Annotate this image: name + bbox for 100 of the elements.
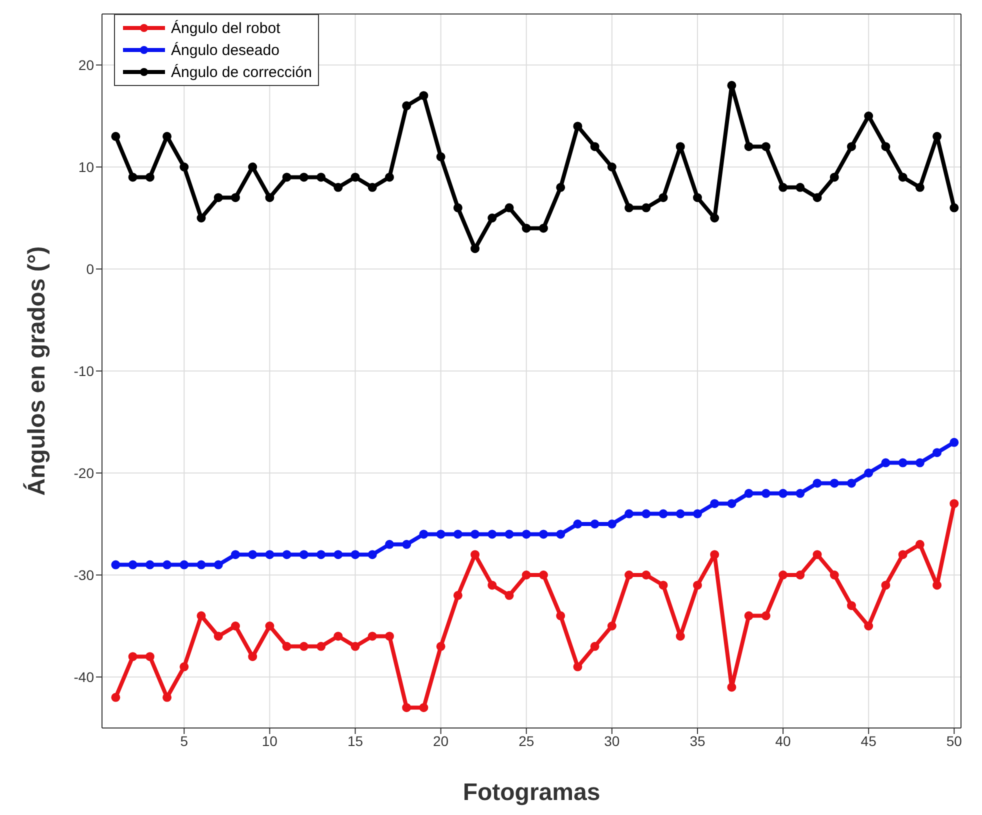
point (624, 570, 634, 580)
point (538, 570, 548, 580)
point (864, 622, 874, 630)
point (692, 509, 702, 518)
point (368, 632, 377, 641)
point (710, 499, 720, 508)
point (744, 488, 754, 498)
x-tick-label: 35 (690, 732, 706, 749)
point (812, 550, 822, 560)
legend-label: Ángulo de corrección (171, 64, 312, 80)
point (350, 550, 360, 560)
point (915, 182, 924, 192)
point (727, 499, 736, 508)
point (453, 590, 462, 600)
point (538, 530, 548, 539)
point (384, 632, 394, 641)
point (196, 214, 206, 222)
point (898, 172, 908, 182)
point (796, 570, 805, 580)
point (676, 632, 685, 641)
point (180, 560, 189, 570)
point (248, 550, 258, 560)
point (453, 530, 462, 539)
point (402, 101, 412, 110)
x-tick-label: 5 (180, 732, 188, 749)
point (761, 142, 770, 152)
point (316, 172, 326, 182)
point (334, 550, 343, 560)
point (402, 540, 412, 549)
point (111, 560, 120, 570)
point (522, 570, 531, 580)
point (950, 203, 959, 212)
point (778, 182, 788, 192)
point (932, 448, 942, 458)
point (761, 611, 770, 620)
point (162, 560, 172, 570)
point (778, 488, 788, 498)
x-tick-label: 15 (347, 732, 364, 749)
point (111, 692, 120, 702)
point (864, 468, 874, 478)
x-tick-label: 40 (775, 732, 792, 749)
point (881, 142, 890, 152)
point (590, 142, 600, 152)
point (402, 703, 412, 712)
y-tick-label: -30 (74, 566, 94, 583)
point (436, 152, 446, 162)
x-tick-label: 10 (262, 732, 278, 749)
point (778, 570, 788, 580)
x-tick-label: 25 (518, 732, 534, 749)
y-tick-label: 0 (86, 260, 94, 277)
point (350, 172, 360, 182)
point (932, 580, 942, 590)
point (812, 193, 822, 202)
legend-label: Ángulo deseado (171, 42, 280, 58)
point (316, 550, 326, 560)
point (556, 530, 566, 539)
x-axis-title: Fotogramas (462, 779, 600, 806)
point (230, 622, 240, 630)
point (350, 642, 360, 651)
point (214, 193, 223, 202)
point (950, 499, 959, 508)
point (590, 642, 600, 651)
point (573, 662, 582, 672)
point (915, 458, 924, 468)
point (470, 530, 480, 539)
point (950, 438, 959, 447)
point (796, 182, 805, 192)
y-axis-title: Ángulos en grados (°) (22, 246, 51, 496)
point (504, 590, 514, 600)
point (744, 142, 754, 152)
point (830, 570, 839, 580)
point (145, 560, 154, 570)
point (128, 652, 138, 662)
point (642, 570, 651, 580)
point (522, 224, 531, 233)
point (384, 540, 394, 549)
point (607, 162, 616, 172)
point (488, 214, 497, 222)
point (676, 509, 685, 518)
point (436, 642, 446, 651)
point (624, 203, 634, 212)
point (368, 182, 377, 192)
point (265, 622, 274, 630)
point (196, 560, 206, 570)
point (316, 642, 326, 651)
point (265, 550, 274, 560)
point (453, 203, 462, 212)
point (830, 478, 839, 488)
point (145, 652, 154, 662)
point (590, 520, 600, 528)
x-tick-label: 50 (946, 732, 962, 749)
point (898, 550, 908, 560)
point (846, 478, 856, 488)
point (282, 550, 292, 560)
y-tick-label: -10 (74, 362, 94, 379)
point (538, 224, 548, 233)
point (881, 458, 890, 468)
point (334, 182, 343, 192)
point (504, 203, 514, 212)
point (830, 172, 839, 182)
